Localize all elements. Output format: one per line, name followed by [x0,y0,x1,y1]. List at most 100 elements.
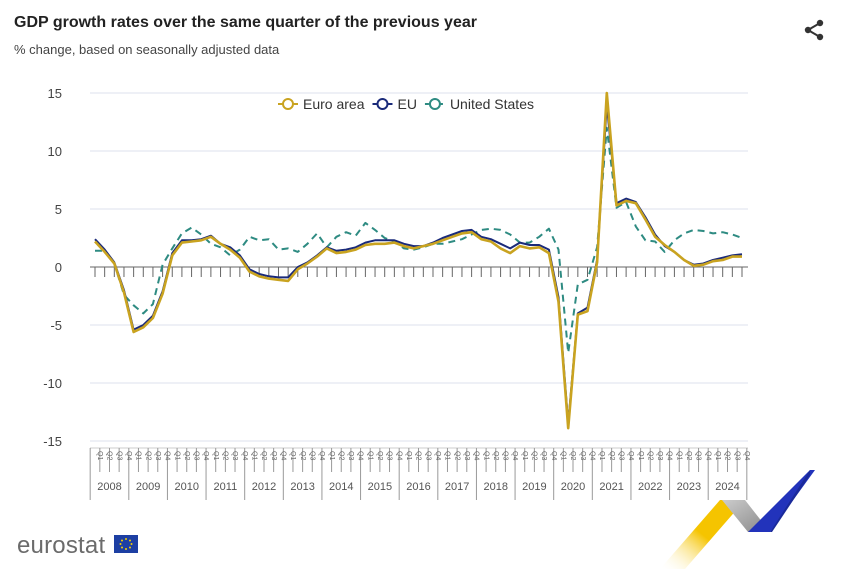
quarter-label: Q2 [337,451,344,460]
quarter-label: Q2 [299,451,306,460]
series-line-euro-area [94,91,742,430]
legend-marker-eu [376,98,389,110]
quarter-label: Q4 [588,451,595,460]
quarter-label: Q2 [685,451,692,460]
year-label: 2010 [174,481,198,493]
quarter-label: Q1 [675,451,682,460]
quarter-label: Q1 [444,451,451,460]
quarter-label: Q3 [231,451,238,460]
quarter-label: Q1 [560,451,567,460]
quarter-label: Q2 [144,451,151,460]
year-label: 2021 [599,481,623,493]
quarter-label: Q4 [241,451,248,460]
quarter-label: Q1 [251,451,258,460]
year-label: 2024 [715,481,739,493]
quarter-label: Q1 [212,451,219,460]
quarter-label: Q2 [453,451,460,460]
legend-label-eu: EU [397,96,416,112]
eu-flag-icon [114,535,138,553]
quarter-label: Q1 [482,451,489,460]
quarter-label: Q2 [531,451,538,460]
quarter-label: Q2 [492,451,499,460]
year-label: 2015 [368,481,392,493]
quarter-label: Q2 [106,451,113,460]
quarter-label: Q1 [96,451,103,460]
quarter-label: Q3 [154,451,161,460]
quarter-label: Q4 [395,451,402,460]
quarter-label: Q4 [357,451,364,460]
quarter-label: Q1 [173,451,180,460]
quarter-label: Q4 [202,451,209,460]
series-line-eu [94,103,743,425]
quarter-label: Q2 [183,451,190,460]
year-label: 2012 [252,481,276,493]
year-label: 2023 [677,481,701,493]
legend-marker-euro-area [282,98,294,110]
quarter-label: Q4 [666,451,673,460]
quarter-label: Q4 [743,451,750,460]
quarter-label: Q2 [415,451,422,460]
quarter-label: Q2 [608,451,615,460]
year-label: 2011 [214,481,238,493]
quarter-label: Q3 [617,451,624,460]
quarter-label: Q4 [279,451,286,460]
y-tick-label: -15 [43,434,62,449]
legend: Euro area EU United States [278,96,534,112]
quarter-label: Q2 [376,451,383,460]
quarter-label: Q3 [656,451,663,460]
quarter-label: Q3 [386,451,393,460]
chart-subtitle: % change, based on seasonally adjusted d… [14,42,280,57]
y-tick-label: 0 [55,260,62,275]
year-label: 2020 [561,481,585,493]
year-label: 2016 [406,481,430,493]
quarter-label: Q3 [308,451,315,460]
quarter-label: Q2 [260,451,267,460]
quarter-label: Q2 [646,451,653,460]
quarter-label: Q4 [125,451,132,460]
quarter-label: Q3 [463,451,470,460]
quarter-label: Q4 [704,451,711,460]
legend-label-united-states: United States [450,96,534,112]
quarter-label: Q3 [502,451,509,460]
quarter-label: Q1 [405,451,412,460]
quarter-label: Q2 [222,451,229,460]
y-tick-label: -5 [50,318,62,333]
y-tick-label: 15 [48,86,62,101]
y-tick-label: -10 [43,376,62,391]
quarter-label: Q1 [598,451,605,460]
year-label: 2022 [638,481,662,493]
quarter-label: Q4 [473,451,480,460]
share-icon[interactable] [802,18,826,42]
year-label: 2013 [290,481,314,493]
quarter-label: Q1 [135,451,142,460]
y-tick-label: 5 [55,202,62,217]
chart-title: GDP growth rates over the same quarter o… [14,14,477,31]
quarter-label: Q3 [347,451,354,460]
quarter-label: Q3 [115,451,122,460]
quarter-label: Q3 [424,451,431,460]
quarter-label: Q4 [511,451,518,460]
year-label: 2018 [484,481,508,493]
quarter-label: Q3 [733,451,740,460]
eurostat-logo: eurostat [17,532,106,559]
quarter-label: Q3 [579,451,586,460]
legend-marker-united-states [428,98,441,110]
year-label: 2017 [445,481,469,493]
decorative-stripes [660,470,815,569]
quarter-label: Q1 [328,451,335,460]
quarter-label: Q2 [724,451,731,460]
year-label: 2014 [329,481,353,493]
quarter-label: Q1 [637,451,644,460]
year-label: 2008 [97,481,121,493]
quarter-label: Q4 [164,451,171,460]
y-tick-label: 10 [48,144,62,159]
quarter-label: Q4 [550,451,557,460]
year-label: 2019 [522,481,546,493]
quarter-label: Q1 [521,451,528,460]
quarter-label: Q1 [366,451,373,460]
quarter-label: Q1 [714,451,721,460]
quarter-label: Q3 [695,451,702,460]
legend-label-euro-area: Euro area [303,96,365,112]
